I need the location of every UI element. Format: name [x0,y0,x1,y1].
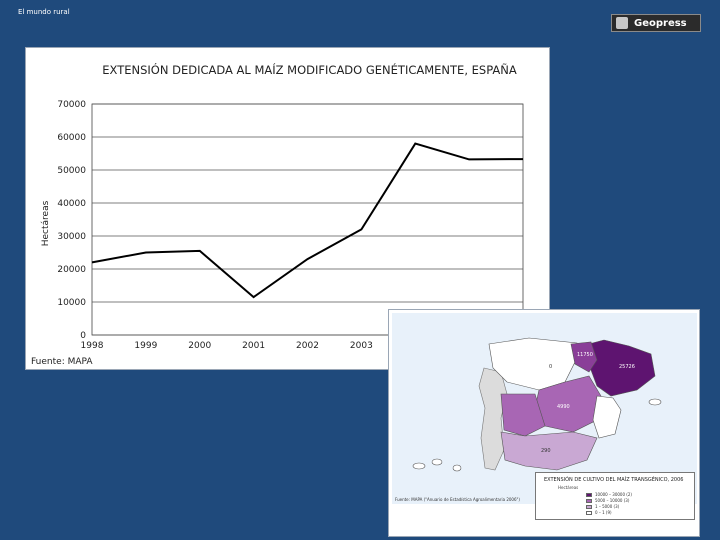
y-tick-label: 50000 [57,166,86,176]
map-label-navarra: 11750 [577,352,593,358]
map-region-extremadura [500,393,546,437]
map-region-navarra [570,341,598,373]
balearic-islands [648,398,662,406]
geopress-logo: Geopress [611,14,701,32]
x-tick-label: 2002 [296,341,319,351]
map-label-aragon: 25726 [619,364,635,370]
legend-item: 1 – 5000 (3) [586,504,619,509]
spain-map-panel: 0 11750 25726 4990 290 EXTENSIÓN DE CULT… [388,309,700,537]
legend-label: 0 – 1 (9) [595,510,612,515]
y-tick-label: 70000 [57,100,86,110]
y-tick-label: 60000 [57,133,86,143]
canary-islands [431,458,443,466]
map-region-aragon-cataluna [580,339,656,397]
x-tick-label: 2000 [188,341,211,351]
map-label-andalucia: 290 [541,448,551,454]
y-tick-label: 10000 [57,298,86,308]
legend-label: 1 – 5000 (3) [595,504,620,509]
y-tick-label: 20000 [57,265,86,275]
map-region-andalucia [500,431,598,471]
canary-islands [452,464,462,472]
map-source: Fuente: MAPA ("Anuario de Estadística Ag… [395,497,520,502]
legend-swatch [586,492,592,497]
legend-label: 10000 – 30000 (2) [595,492,632,497]
map-region-valencia [592,395,622,439]
legend-item: 0 – 1 (9) [586,510,612,515]
y-tick-label: 30000 [57,232,86,242]
legend-item: 5000 – 10000 (3) [586,498,629,503]
map-legend: EXTENSIÓN DE CULTIVO DEL MAÍZ TRANSGÉNIC… [535,472,695,520]
legend-swatch [586,510,592,515]
portugal-region [478,367,508,471]
spain-map: 0 11750 25726 4990 290 [412,337,662,472]
map-label-northwest: 0 [549,364,552,370]
legend-item: 10000 – 30000 (2) [586,492,632,497]
x-tick-label: 1999 [134,341,157,351]
logo-mark-icon [616,17,628,29]
logo-text: Geopress [634,17,687,29]
chart-source: Fuente: MAPA [31,357,93,367]
legend-swatch [586,504,592,509]
legend-title: EXTENSIÓN DE CULTIVO DEL MAÍZ TRANSGÉNIC… [544,477,684,483]
chart-title: EXTENSIÓN DEDICADA AL MAÍZ MODIFICADO GE… [102,62,517,77]
legend-subtitle: Hectáreas [558,485,579,490]
legend-swatch [586,498,592,503]
y-axis-label: Hectáreas [41,200,51,246]
slide-header: El mundo rural [18,8,70,16]
map-label-castilla: 4990 [557,404,570,410]
series-line [91,142,524,299]
plot-frame [91,103,524,336]
line-chart: 0 10000 20000 30000 40000 50000 60000 70000 1998… [31,62,535,367]
line-chart-panel: 0 10000 20000 30000 40000 50000 60000 70000 1998… [25,47,550,370]
canary-islands [412,462,426,470]
y-tick-label: 0 [80,331,86,341]
legend-label: 5000 – 10000 (3) [595,498,630,503]
x-tick-label: 1998 [81,341,104,351]
y-tick-label: 40000 [57,199,86,209]
x-tick-label: 2003 [350,341,373,351]
x-tick-label: 2001 [242,341,265,351]
